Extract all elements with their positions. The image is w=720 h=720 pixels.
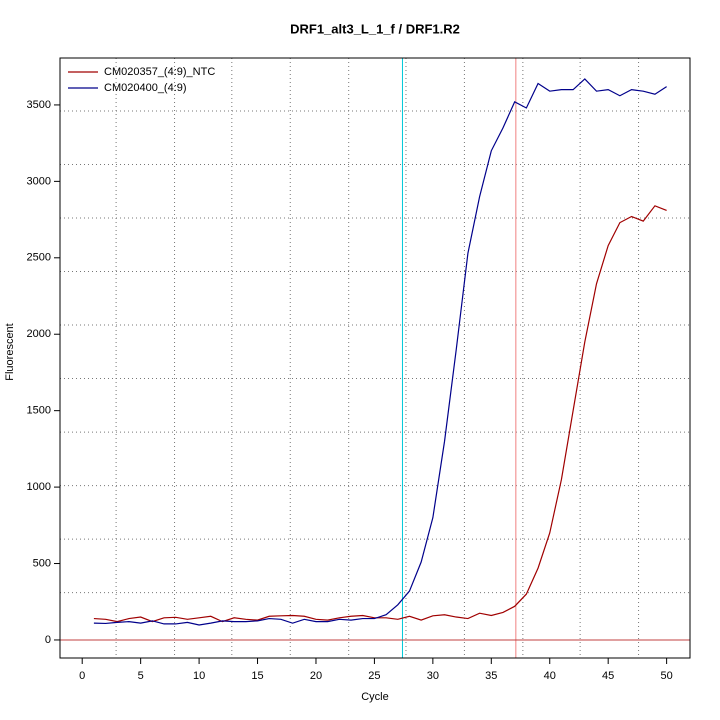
y-tick-label: 3000 (27, 175, 51, 187)
series-line (93, 205, 667, 623)
x-tick-label: 30 (427, 670, 439, 682)
legend-label: CM020400_(4:9) (104, 82, 187, 94)
y-tick-label: 3500 (27, 99, 51, 111)
x-tick-label: 15 (251, 670, 263, 682)
y-tick-label: 2500 (27, 252, 51, 264)
y-tick-label: 500 (33, 557, 51, 569)
x-tick-label: 10 (193, 670, 205, 682)
y-axis-label: Fluorescent (4, 323, 16, 380)
y-tick-label: 2000 (27, 328, 51, 340)
x-tick-label: 25 (368, 670, 380, 682)
x-tick-label: 35 (485, 670, 497, 682)
chart-title: DRF1_alt3_L_1_f / DRF1.R2 (290, 21, 460, 36)
plot-frame (59, 57, 691, 659)
x-tick-label: 40 (544, 670, 556, 682)
series-line (93, 78, 667, 626)
y-tick-label: 1000 (27, 481, 51, 493)
x-tick-label: 50 (660, 670, 672, 682)
y-tick-label: 1500 (27, 405, 51, 417)
y-tick-label: 0 (45, 634, 51, 646)
x-tick-label: 0 (79, 670, 85, 682)
x-tick-label: 45 (602, 670, 614, 682)
x-tick-label: 5 (138, 670, 144, 682)
x-axis-label: Cycle (361, 691, 389, 703)
x-tick-label: 20 (310, 670, 322, 682)
legend-label: CM020357_(4:9)_NTC (104, 66, 215, 78)
